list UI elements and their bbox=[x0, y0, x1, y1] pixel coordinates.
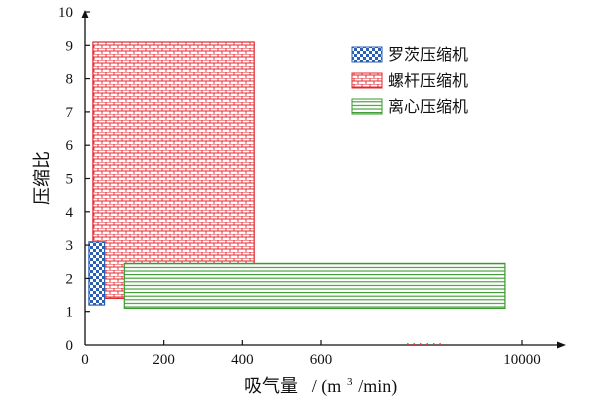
legend-swatch-3 bbox=[351, 98, 383, 115]
y-tick-label: 6 bbox=[66, 138, 74, 154]
series-rect-1 bbox=[88, 241, 106, 306]
series-rect-3 bbox=[123, 262, 506, 309]
y-axis-title: 压缩比 bbox=[32, 151, 53, 205]
y-tick-label: 2 bbox=[66, 271, 74, 287]
y-tick-label: 9 bbox=[66, 38, 74, 54]
x-tick-label: 600 bbox=[310, 352, 333, 368]
series-rect-2 bbox=[92, 41, 255, 299]
x-ticks: 0 200 400 600 10000 bbox=[81, 340, 541, 368]
legend-swatch-1 bbox=[351, 46, 383, 63]
x-axis-title-unit-sup: 3 bbox=[347, 376, 353, 388]
x-axis bbox=[85, 341, 566, 349]
y-ticks: 0 1 2 3 4 5 6 7 8 9 10 bbox=[58, 5, 90, 354]
svg-text:吸气量 / (m 3: 吸气量 / (m 3 /min) bbox=[244, 369, 397, 397]
y-tick-label: 3 bbox=[66, 238, 74, 254]
y-tick-label: 7 bbox=[66, 105, 74, 121]
x-tick-label: 0 bbox=[81, 352, 89, 368]
legend-label-1: 罗茨压缩机 bbox=[388, 45, 468, 64]
y-tick-label: 5 bbox=[66, 172, 74, 188]
x-axis-title-main: 吸气量 bbox=[244, 376, 298, 397]
y-axis bbox=[81, 10, 89, 345]
series-layer bbox=[88, 41, 506, 309]
x-tick-label: 400 bbox=[231, 352, 254, 368]
x-tick-label: 200 bbox=[152, 352, 175, 368]
x-axis-title-unit-prefix: / (m bbox=[312, 376, 342, 397]
legend-label-2: 螺杆压缩机 bbox=[388, 71, 468, 90]
x-axis-title-unit-suffix: /min) bbox=[358, 376, 397, 397]
legend-label-3: 离心压缩机 bbox=[388, 97, 468, 116]
x-axis-title: 吸气量 / (m 3 /min) bbox=[244, 369, 397, 397]
x-tick-label: 10000 bbox=[503, 352, 541, 368]
x-axis-break: ······ bbox=[406, 337, 445, 353]
y-tick-label: 8 bbox=[66, 72, 74, 88]
y-tick-label: 4 bbox=[66, 205, 74, 221]
y-tick-label: 10 bbox=[58, 5, 73, 21]
y-tick-label: 1 bbox=[66, 305, 74, 321]
y-tick-label: 0 bbox=[66, 338, 74, 354]
legend-swatch-2 bbox=[351, 72, 383, 89]
